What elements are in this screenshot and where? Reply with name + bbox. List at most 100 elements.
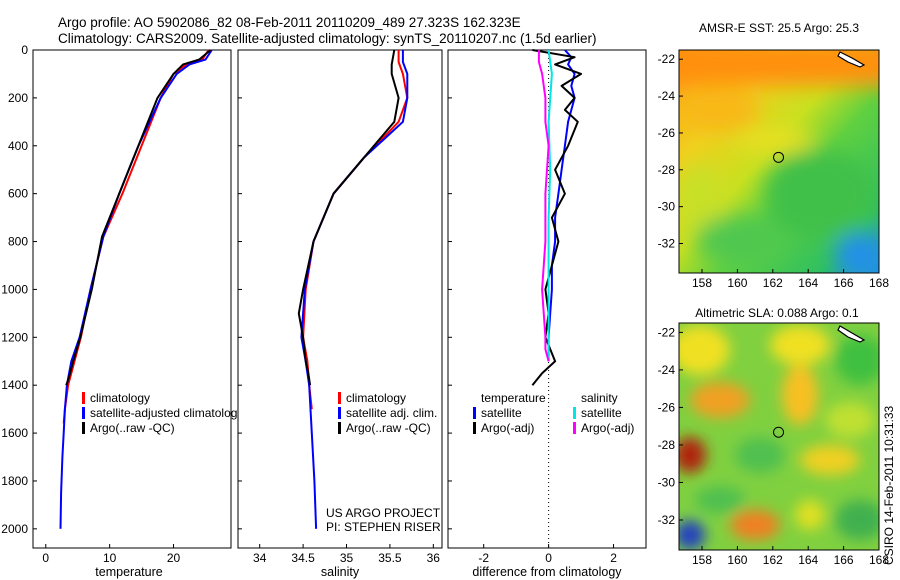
depth-tick-label: 1200 <box>1 330 28 344</box>
depth-tick-label: 1000 <box>1 282 28 296</box>
x-tick-label: 20 <box>167 551 181 565</box>
salinity-legend: climatology satellite adj. clim. Argo(..… <box>338 391 437 435</box>
argo-float-marker <box>773 151 785 163</box>
legend-label-sal-satellite: satellite <box>581 406 622 420</box>
x-tick-label: 36 <box>427 551 441 565</box>
depth-tick-label: 2000 <box>1 522 28 536</box>
depth-tick-label: 1800 <box>1 474 28 488</box>
depth-tick-label: 1600 <box>1 426 28 440</box>
lon-tick-label: 160 <box>727 553 747 567</box>
depth-tick-labels: 0 200 400 600 800 1000 1200 1400 1600 1800 2000 <box>1 43 37 536</box>
x-tick-label: 10 <box>103 551 117 565</box>
sst-lon-tick-labels: 158 160 162 164 166 168 <box>692 269 889 290</box>
salinity-axis-label: salinity <box>321 565 360 579</box>
temperature-panel: 0 200 400 600 800 1000 1200 1400 1600 1800 2000 0 1… <box>1 43 243 579</box>
legend-label-satellite: satellite-adjusted climatology <box>90 406 243 420</box>
difference-axis-label: difference from climatology <box>472 565 622 579</box>
legend-label-sal-argo: Argo(-adj) <box>581 421 634 435</box>
sla-map-title: Altimetric SLA: 0.088 Argo: 0.1 <box>695 306 859 320</box>
lon-tick-label: 164 <box>798 553 818 567</box>
x-tick-label: 34.5 <box>291 551 315 565</box>
salinity-tick-labels: 34 34.5 35 35.5 36 <box>253 544 440 565</box>
lat-tick-label: -32 <box>658 513 676 527</box>
x-tick-label: 0 <box>545 551 552 565</box>
lon-tick-label: 162 <box>763 553 783 567</box>
lat-tick-label: -30 <box>658 200 676 214</box>
depth-tick-label: 600 <box>8 187 28 201</box>
legend-swatch-climatology <box>338 392 341 404</box>
legend-label-temp-satellite: satellite <box>481 406 522 420</box>
sst-axes-frame <box>678 49 880 274</box>
sst-heatmap <box>679 50 879 273</box>
difference-series <box>448 49 583 530</box>
legend-swatch-temp-argo <box>473 422 476 434</box>
lon-tick-label: 162 <box>763 276 783 290</box>
series-line-satellite <box>547 49 553 362</box>
lat-tick-label: -24 <box>658 89 676 103</box>
lat-tick-label: -32 <box>658 237 676 251</box>
depth-tick-label: 400 <box>8 139 28 153</box>
sla-map-panel: Altimetric SLA: 0.088 Argo: 0.1 <box>658 306 890 567</box>
figure-title-line1: Argo profile: AO 5902086_82 08-Feb-2011 … <box>58 15 521 30</box>
salinity-panel: 34 34.5 35 35.5 36 salinity climatology sate… <box>237 49 443 579</box>
x-tick-label: 35.5 <box>378 551 402 565</box>
sst-coastline <box>837 51 866 68</box>
difference-panel: -2 0 2 difference from climatology tempera… <box>447 49 647 579</box>
sst-lat-tick-labels: -22 -24 -26 -28 -30 -32 <box>658 52 683 251</box>
lon-tick-label: 166 <box>834 276 854 290</box>
x-tick-label: 2 <box>610 551 617 565</box>
legend-swatch-climatology <box>82 392 85 404</box>
lat-tick-label: -22 <box>658 325 676 339</box>
lat-tick-label: -28 <box>658 438 676 452</box>
lat-tick-label: -26 <box>658 126 676 140</box>
legend-swatch-satellite <box>338 407 341 419</box>
legend-label-climatology: climatology <box>346 391 406 405</box>
series-line-climatology <box>62 49 210 424</box>
temperature-tick-labels: 0 10 20 <box>42 544 181 565</box>
x-tick-label: 34 <box>253 551 267 565</box>
project-label: US ARGO PROJECT <box>326 506 441 520</box>
legend-swatch-argo <box>338 422 341 434</box>
legend-header-salinity: salinity <box>581 391 618 405</box>
legend-swatch-satellite <box>82 407 85 419</box>
legend-swatch-sal-satellite <box>573 407 576 419</box>
x-tick-label: 35 <box>340 551 354 565</box>
x-tick-label: 0 <box>42 551 49 565</box>
sla-heatmap <box>679 323 879 550</box>
temperature-axis-label: temperature <box>95 565 162 579</box>
depth-tick-label: 800 <box>8 235 28 249</box>
figure-title-line2: Climatology: CARS2009. Satellite-adjuste… <box>58 31 597 46</box>
legend-header-temperature: temperature <box>481 391 546 405</box>
series-line-argo-raw-qc- <box>297 49 400 386</box>
legend-label-satellite: satellite adj. clim. <box>346 406 437 420</box>
lon-tick-label: 158 <box>692 553 712 567</box>
lat-tick-label: -26 <box>658 400 676 414</box>
sla-lat-tick-labels: -22 -24 -26 -28 -30 -32 <box>658 325 683 527</box>
sst-map-title: AMSR-E SST: 25.5 Argo: 25.3 <box>699 21 859 35</box>
pi-label: PI: STEPHEN RISER <box>326 520 441 534</box>
legend-label-temp-argo: Argo(-adj) <box>481 421 534 435</box>
temperature-axes-frame <box>32 49 232 549</box>
lat-tick-label: -22 <box>658 52 676 66</box>
lon-tick-label: 158 <box>692 276 712 290</box>
depth-tick-label: 1400 <box>1 378 28 392</box>
lon-tick-label: 168 <box>869 276 889 290</box>
x-tick-label: -2 <box>478 551 489 565</box>
lat-tick-label: -24 <box>658 363 676 377</box>
legend-swatch-temp-satellite <box>473 407 476 419</box>
series-line-argo-raw-qc- <box>65 49 212 386</box>
salinity-axes-frame <box>237 49 443 549</box>
legend-label-argo: Argo(..raw -QC) <box>90 421 175 435</box>
lat-tick-label: -30 <box>658 475 676 489</box>
legend-swatch-sal-argo <box>573 422 576 434</box>
legend-label-argo: Argo(..raw -QC) <box>346 421 431 435</box>
sla-lon-tick-labels: 158 160 162 164 166 168 <box>692 546 889 567</box>
sst-map-panel: AMSR-E SST: 25.5 Argo: 25.3 158 160 162 164… <box>658 21 890 290</box>
lat-tick-label: -28 <box>658 163 676 177</box>
temperature-legend: climatology satellite-adjusted climatolo… <box>82 391 243 435</box>
depth-tick-label: 200 <box>8 91 28 105</box>
difference-tick-labels: -2 0 2 <box>478 544 617 565</box>
temperature-series <box>59 49 213 529</box>
legend-swatch-argo <box>82 422 85 434</box>
